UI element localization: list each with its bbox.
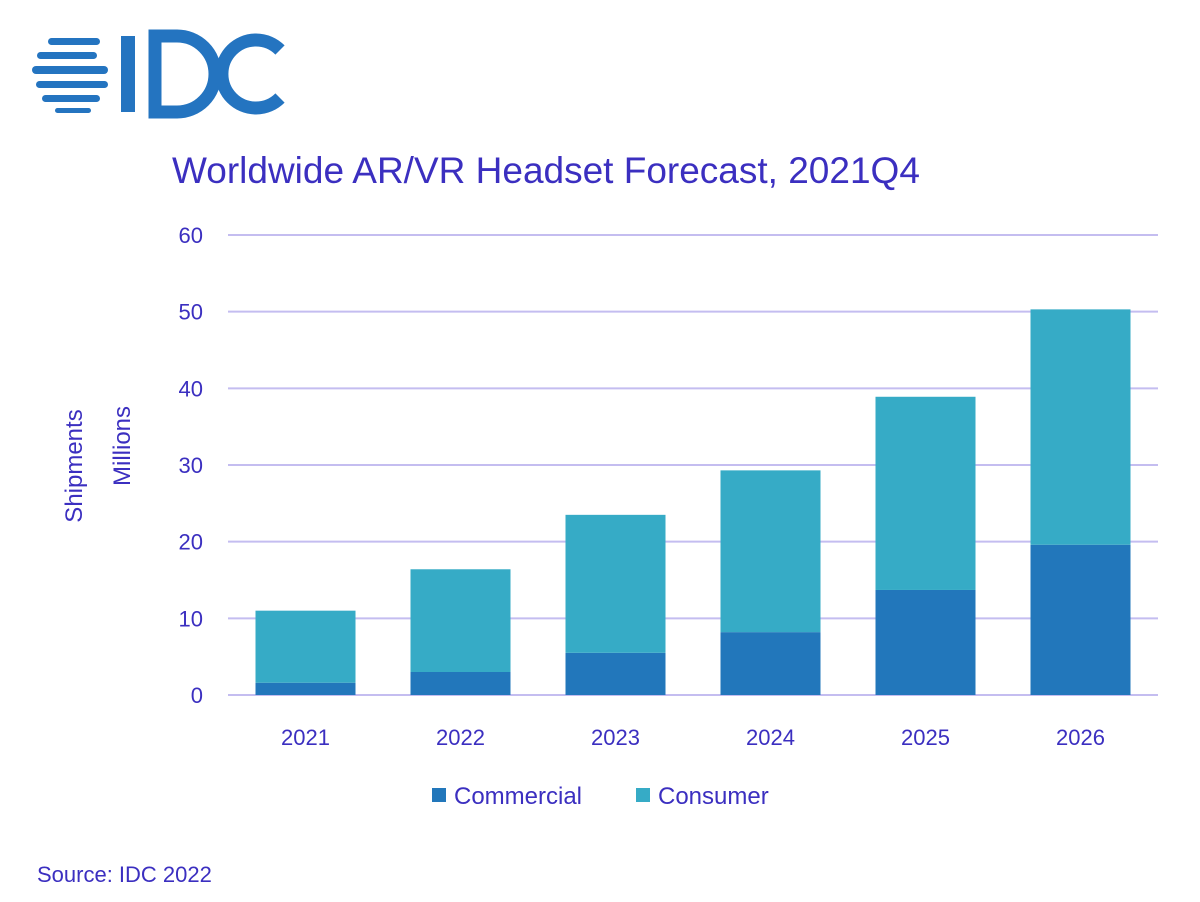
x-tick-label: 2026 [1056, 725, 1105, 750]
bar-commercial-2023 [565, 652, 666, 695]
bar-consumer-2025 [875, 396, 976, 590]
bar-consumer-2024 [720, 470, 821, 633]
legend-swatch-commercial [432, 788, 446, 802]
bar-consumer-2022 [410, 569, 511, 672]
y-tick-label: 60 [179, 223, 203, 248]
bar-commercial-2026 [1030, 544, 1131, 695]
y-tick-label: 30 [179, 453, 203, 478]
x-tick-label: 2022 [436, 725, 485, 750]
chart-title: Worldwide AR/VR Headset Forecast, 2021Q4 [172, 150, 920, 191]
bar-commercial-2022 [410, 672, 511, 695]
bar-commercial-2021 [255, 682, 356, 695]
legend: Commercial Consumer [432, 783, 769, 810]
x-tick-label: 2024 [746, 725, 795, 750]
source-note: Source: IDC 2022 [37, 862, 212, 887]
y-tick-label: 40 [179, 376, 203, 401]
idc-logo [32, 29, 285, 119]
x-tick-label: 2025 [901, 725, 950, 750]
y-tick-label: 50 [179, 300, 203, 325]
y-tick-label: 20 [179, 530, 203, 555]
y-axis-label-millions: Millions [109, 406, 136, 486]
y-tick-label: 0 [191, 683, 203, 708]
legend-label-consumer: Consumer [658, 783, 769, 810]
bar-consumer-2026 [1030, 309, 1131, 545]
x-tick-label: 2023 [591, 725, 640, 750]
legend-label-commercial: Commercial [454, 783, 582, 810]
legend-swatch-consumer [636, 788, 650, 802]
y-tick-label: 10 [179, 606, 203, 631]
bar-commercial-2024 [720, 632, 821, 695]
bar-consumer-2023 [565, 514, 666, 653]
bar-commercial-2025 [875, 589, 976, 695]
y-axis-label-shipments: Shipments [61, 409, 88, 522]
x-tick-label: 2021 [281, 725, 330, 750]
bar-consumer-2021 [255, 610, 356, 683]
